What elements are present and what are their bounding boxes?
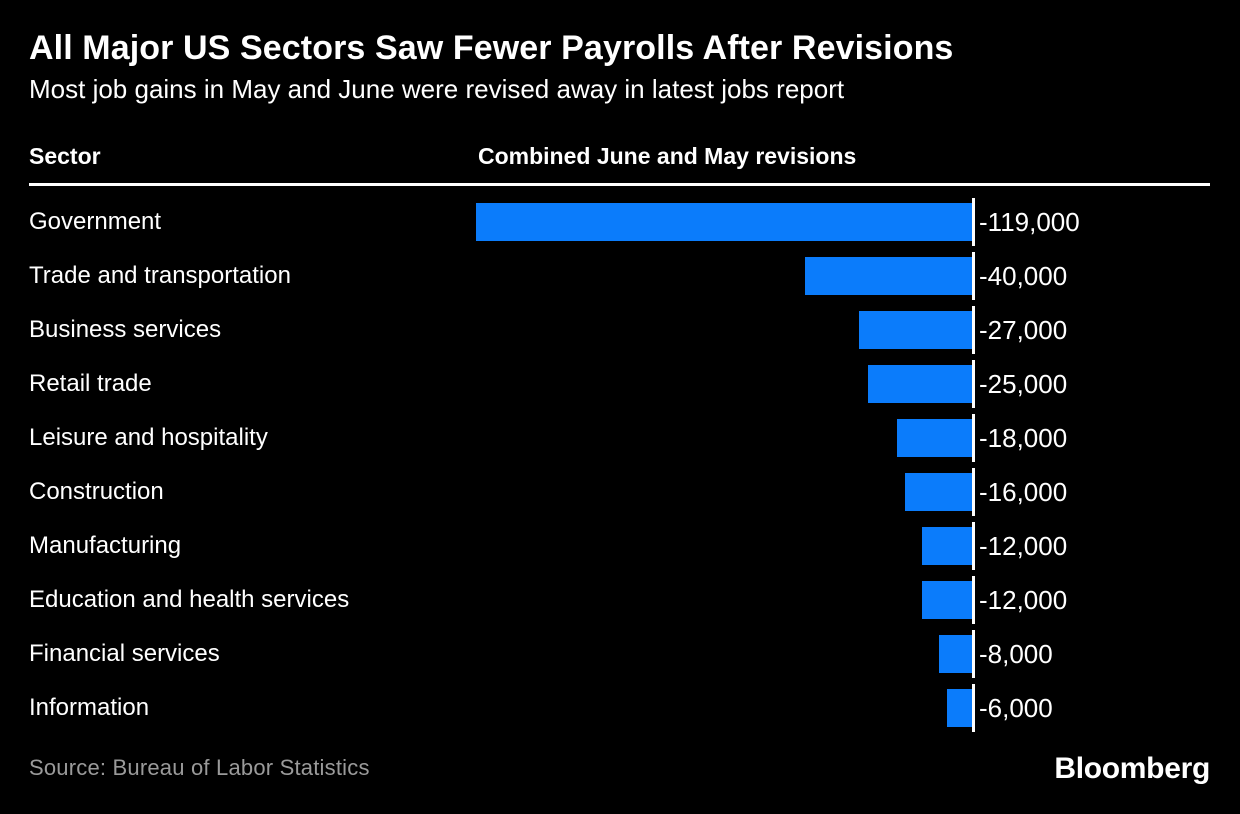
- bar-value-label: -18,000: [979, 423, 1068, 453]
- zero-baseline-tick: [972, 360, 975, 408]
- zero-baseline-tick: [972, 522, 975, 570]
- sector-label: Construction: [29, 478, 164, 505]
- zero-baseline-tick: [972, 198, 975, 246]
- table-row: Manufacturing -12,000: [29, 519, 1210, 573]
- bar: [922, 581, 972, 619]
- bar-value-label: -12,000: [979, 531, 1068, 561]
- table-row: Education and health services -12,000: [29, 573, 1210, 627]
- table-row: Financial services -8,000: [29, 627, 1210, 681]
- bar: [476, 203, 972, 241]
- sector-label: Trade and transportation: [29, 262, 291, 289]
- bar-value-label: -119,000: [979, 207, 1080, 237]
- table-row: Trade and transportation -40,000: [29, 249, 1210, 303]
- sector-label: Business services: [29, 316, 222, 343]
- zero-baseline-tick: [972, 468, 975, 516]
- bar: [859, 311, 972, 349]
- column-header-sector: Sector: [29, 143, 101, 169]
- column-header-row: Sector Combined June and May revisions: [29, 143, 1210, 175]
- table-row: Business services -27,000: [29, 303, 1210, 357]
- table-row: Information -6,000: [29, 681, 1210, 735]
- bar-value-label: -12,000: [979, 585, 1068, 615]
- zero-baseline-tick: [972, 576, 975, 624]
- table-row: Retail trade -25,000: [29, 357, 1210, 411]
- bar-chart-rows: Government -119,000 Trade and transportati…: [29, 195, 1210, 735]
- bloomberg-logo: Bloomberg: [1054, 752, 1210, 785]
- sector-label: Education and health services: [29, 586, 350, 613]
- sector-label: Retail trade: [29, 370, 152, 397]
- zero-baseline-tick: [972, 630, 975, 678]
- source-label: Source: Bureau of Labor Statistics: [29, 755, 370, 780]
- zero-baseline-tick: [972, 414, 975, 462]
- bar-value-label: -8,000: [979, 639, 1053, 669]
- zero-baseline-tick: [972, 306, 975, 354]
- bar-value-label: -40,000: [979, 261, 1068, 291]
- sector-label: Government: [29, 208, 162, 235]
- bar: [897, 419, 972, 457]
- sector-label: Information: [29, 694, 150, 721]
- table-row: Leisure and hospitality -18,000: [29, 411, 1210, 465]
- sector-label: Financial services: [29, 640, 220, 667]
- bar: [947, 689, 972, 727]
- sector-label: Leisure and hospitality: [29, 424, 268, 451]
- bar: [805, 257, 972, 295]
- bar-value-label: -16,000: [979, 477, 1068, 507]
- chart-subtitle: Most job gains in May and June were revi…: [29, 74, 845, 104]
- bar-value-label: -6,000: [979, 693, 1053, 723]
- page-title: All Major US Sectors Saw Fewer Payrolls …: [29, 29, 954, 67]
- zero-baseline-tick: [972, 684, 975, 732]
- title-block: All Major US Sectors Saw Fewer Payrolls …: [29, 28, 1219, 105]
- column-header-revisions: Combined June and May revisions: [478, 143, 857, 169]
- bar: [905, 473, 972, 511]
- bar: [922, 527, 972, 565]
- chart-footer: Source: Bureau of Labor Statistics Bloom…: [29, 752, 1210, 793]
- header-divider: [29, 183, 1210, 186]
- zero-baseline-tick: [972, 252, 975, 300]
- bar-value-label: -27,000: [979, 315, 1068, 345]
- table-row: Government -119,000: [29, 195, 1210, 249]
- table-row: Construction -16,000: [29, 465, 1210, 519]
- bar: [868, 365, 972, 403]
- sector-label: Manufacturing: [29, 532, 182, 559]
- bar-value-label: -25,000: [979, 369, 1068, 399]
- bar: [939, 635, 972, 673]
